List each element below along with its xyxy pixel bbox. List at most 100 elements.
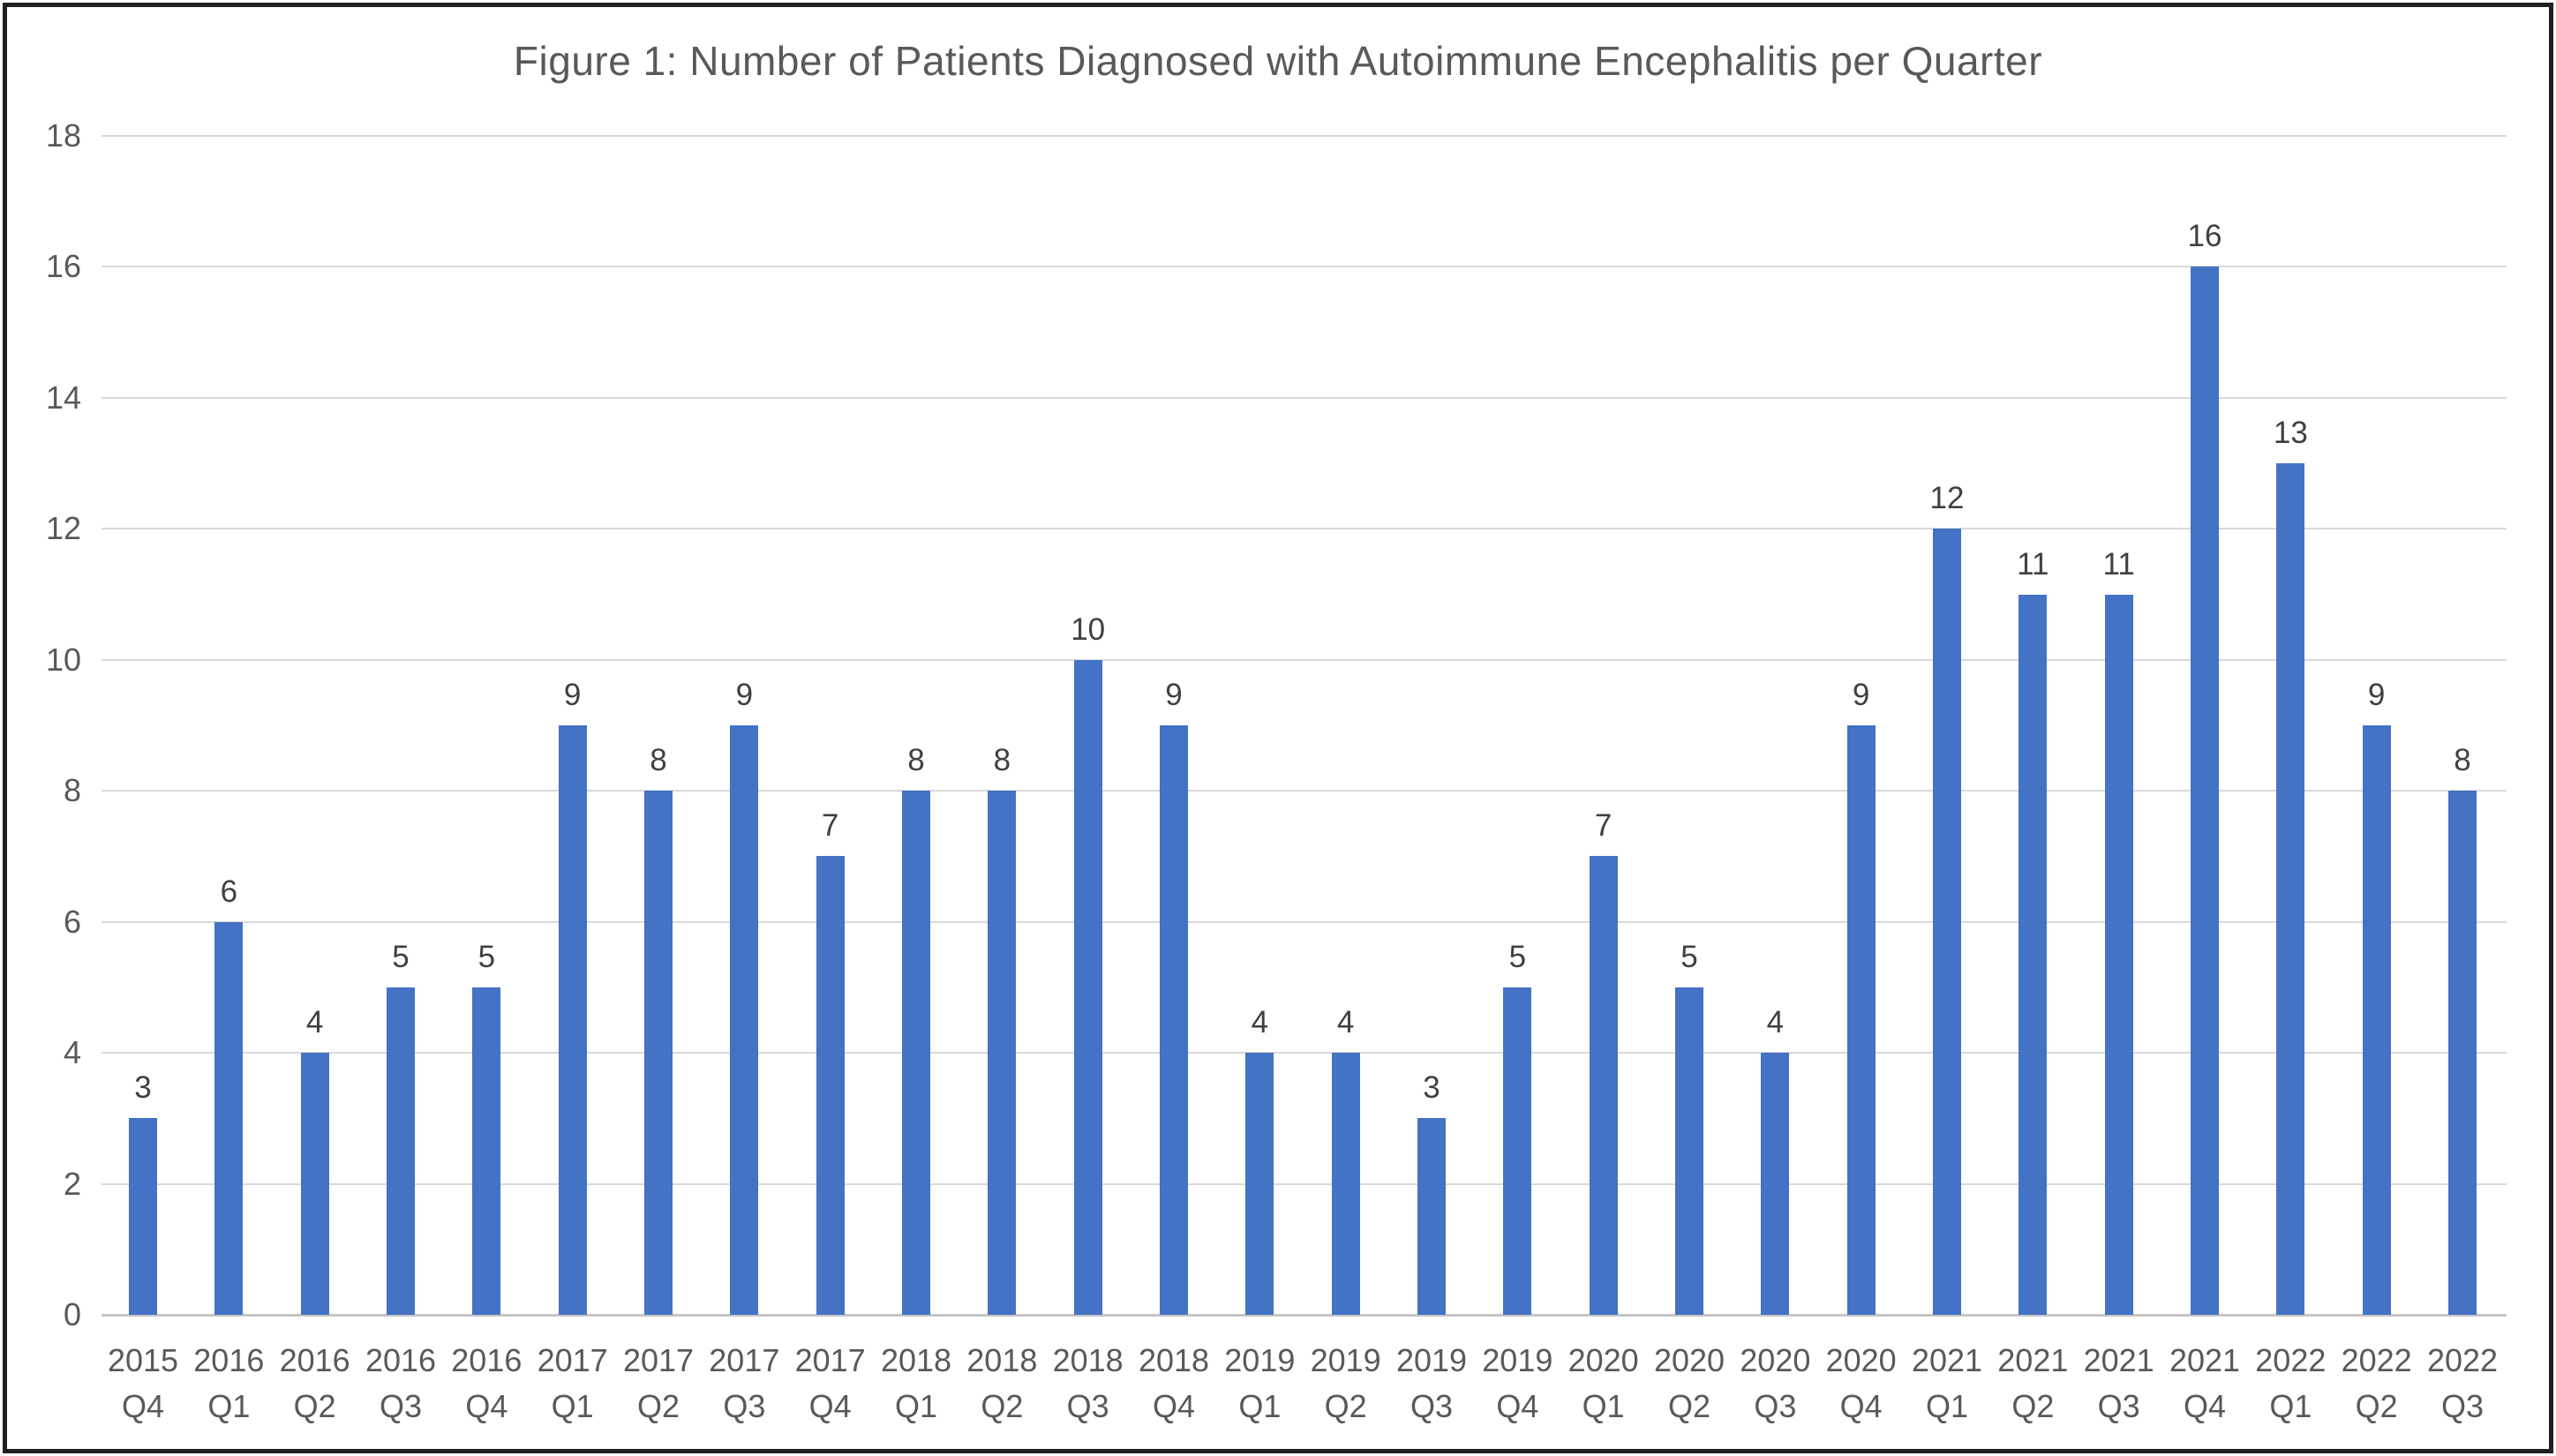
x-axis-label: 2022 Q3 (2409, 1338, 2516, 1430)
bar-value-label: 4 (305, 1005, 324, 1040)
x-axis-label-quarter: Q3 (1754, 1388, 1797, 1424)
x-axis-label-quarter: Q3 (379, 1388, 423, 1424)
gridline (101, 528, 2507, 530)
bar (2104, 594, 2133, 1315)
y-axis-tick-label: 18 (45, 117, 81, 154)
bar-value-label: 9 (563, 678, 582, 712)
x-axis-label-year: 2019 (1224, 1342, 1296, 1378)
bar-value-label: 5 (1508, 939, 1527, 974)
bar-value-label: 6 (220, 874, 238, 909)
x-axis-label-quarter: Q3 (2097, 1388, 2140, 1424)
bar (558, 725, 587, 1315)
x-axis-label-year: 2020 (1567, 1342, 1639, 1378)
x-axis-label-year: 2016 (279, 1342, 350, 1378)
x-axis-label: 2021 Q3 (2065, 1338, 2173, 1430)
x-axis-label-year: 2017 (709, 1342, 780, 1378)
x-axis-label: 2016 Q1 (175, 1338, 282, 1430)
gridline (101, 266, 2507, 268)
x-axis-label: 2020 Q4 (1808, 1338, 1915, 1430)
bar (129, 1118, 157, 1315)
bar (1846, 725, 1876, 1315)
gridline (101, 135, 2507, 137)
x-axis-label-quarter: Q3 (723, 1388, 766, 1424)
bar-value-label: 12 (1929, 481, 1965, 516)
x-axis-label: 2017 Q3 (690, 1338, 798, 1430)
x-axis-label-year: 2018 (1138, 1342, 1210, 1378)
bar (2362, 725, 2391, 1315)
bar-value-label: 3 (1423, 1070, 1440, 1106)
x-axis-label-quarter: Q3 (2440, 1388, 2485, 1424)
x-axis-label: 2021 Q2 (1979, 1338, 2086, 1430)
bar (387, 987, 415, 1315)
bar-value-label: 9 (2367, 678, 2386, 712)
x-axis-label-year: 2021 (2169, 1342, 2241, 1378)
bar-value-label: 5 (477, 939, 496, 974)
gridline (101, 1052, 2507, 1054)
x-axis-label: 2016 Q2 (261, 1338, 369, 1430)
x-axis-label-year: 2020 (1740, 1342, 1811, 1378)
x-axis-label-year: 2018 (966, 1342, 1038, 1378)
x-axis-label-year: 2020 (1653, 1342, 1725, 1378)
x-axis-label-quarter: Q4 (808, 1388, 852, 1424)
bar (2276, 463, 2305, 1315)
x-axis-label-year: 2018 (880, 1342, 952, 1378)
gridline (101, 396, 2507, 399)
x-axis-label-quarter: Q1 (894, 1388, 938, 1424)
x-axis-label-quarter: Q4 (1152, 1388, 1196, 1424)
x-axis-label-year: 2016 (193, 1342, 265, 1378)
gridline (101, 790, 2507, 792)
x-axis-label: 2017 Q2 (605, 1338, 712, 1430)
x-axis-label-quarter: Q2 (293, 1388, 336, 1424)
x-axis-label-year: 2017 (537, 1342, 608, 1378)
bar-value-label: 9 (1165, 678, 1183, 712)
bar-value-label: 11 (2102, 546, 2135, 582)
x-axis-label: 2016 Q3 (347, 1338, 455, 1430)
bar-value-label: 3 (134, 1070, 152, 1106)
bar-value-label: 9 (735, 678, 754, 712)
gridline (101, 920, 2507, 923)
x-axis-label-year: 2017 (622, 1342, 695, 1378)
bar (1073, 659, 1102, 1315)
bar (1503, 987, 1532, 1315)
bar (730, 725, 759, 1315)
bar (644, 791, 673, 1315)
x-axis-label: 2017 Q4 (777, 1338, 884, 1430)
bar (988, 791, 1017, 1315)
bar-value-label: 9 (1852, 678, 1870, 712)
x-axis-label-quarter: Q2 (981, 1388, 1024, 1424)
x-axis-label-year: 2015 (107, 1342, 179, 1378)
x-axis-label: 2018 Q4 (1120, 1338, 1228, 1430)
bar-value-label: 8 (650, 743, 667, 778)
x-axis-label: 2021 Q1 (1893, 1338, 2001, 1430)
x-axis-label-quarter: Q1 (1238, 1388, 1282, 1424)
y-axis-tick-label: 12 (45, 510, 81, 547)
x-axis-label-quarter: Q4 (1496, 1388, 1539, 1424)
bar-value-label: 8 (993, 743, 1011, 778)
y-axis-tick-label: 4 (63, 1034, 81, 1071)
x-axis-label: 2020 Q3 (1721, 1338, 1829, 1430)
x-axis-label: 2015 Q4 (89, 1338, 197, 1430)
bar-value-label: 4 (1336, 1005, 1355, 1040)
x-axis-label-quarter: Q2 (2355, 1388, 2398, 1424)
bar (1331, 1053, 1360, 1315)
x-axis-line (101, 1314, 2507, 1317)
x-axis-label-year: 2019 (1482, 1342, 1553, 1378)
bar-value-label: 13 (2273, 416, 2308, 451)
bar (472, 987, 501, 1315)
x-axis-label: 2021 Q4 (2151, 1338, 2259, 1430)
bar-value-label: 8 (907, 743, 925, 778)
x-axis-label: 2018 Q2 (948, 1338, 1056, 1430)
x-axis-label: 2016 Q4 (432, 1338, 540, 1430)
bar-value-label: 4 (1766, 1005, 1785, 1040)
y-axis-tick-label: 8 (63, 772, 81, 809)
bar-value-label: 7 (821, 808, 839, 844)
x-axis-label-quarter: Q4 (1839, 1388, 1883, 1424)
x-axis-label-year: 2019 (1395, 1342, 1468, 1378)
x-axis-label-quarter: Q3 (1410, 1388, 1454, 1424)
bar (1417, 1118, 1446, 1315)
x-axis-label: 2020 Q2 (1635, 1338, 1743, 1430)
y-axis-tick-label: 14 (45, 379, 81, 416)
bar (902, 791, 930, 1315)
x-axis-label-year: 2021 (2083, 1342, 2154, 1378)
